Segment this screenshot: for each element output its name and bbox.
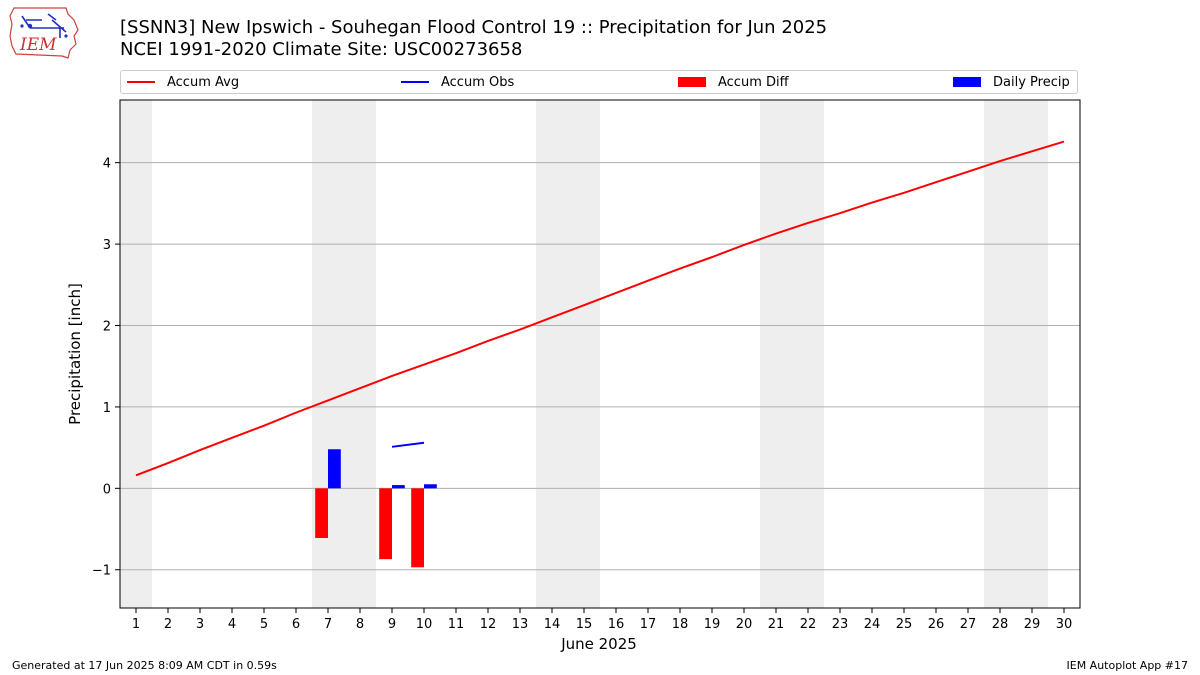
legend-label-daily-precip: Daily Precip [993,74,1070,90]
chart-subtitle: NCEI 1991-2020 Climate Site: USC00273658 [120,39,523,60]
x-tick-label: 16 [608,617,625,632]
bars [315,449,437,568]
generated-timestamp: Generated at 17 Jun 2025 8:09 AM CDT in … [12,659,277,672]
x-tick-label: 7 [324,617,332,632]
legend-swatch-accum-diff [678,77,706,87]
x-tick-label: 25 [896,617,913,632]
daily-precip-bar [328,449,341,489]
legend-item-accum-obs: Accum Obs [401,71,514,93]
legend-item-accum-diff: Accum Diff [678,71,789,93]
logo-text: IEM [19,35,57,55]
x-tick-label: 22 [800,617,817,632]
y-tick-label: −1 [92,564,111,579]
legend-label-accum-obs: Accum Obs [441,74,515,90]
weekend-band [120,100,152,608]
x-tick-label: 14 [544,617,561,632]
daily-precip-bar [392,485,405,489]
x-tick-label: 27 [960,617,977,632]
y-tick-label: 2 [103,320,111,335]
weekend-band [984,100,1048,608]
accum-diff-bar [379,488,392,560]
weekend-shading [120,100,1048,608]
x-tick-label: 23 [832,617,849,632]
app-credit: IEM Autoplot App #17 [1066,659,1189,672]
x-tick-label: 4 [228,617,236,632]
daily-precip-bar [424,484,437,489]
legend-item-accum-avg: Accum Avg [127,71,239,93]
accum-avg-line [135,140,1065,477]
y-tick-label: 3 [103,238,111,253]
grid-lines [120,162,1080,571]
y-tick-label: 4 [103,157,111,172]
weekend-band [760,100,824,608]
x-tick-label: 2 [164,617,172,632]
x-tick-label: 30 [1056,617,1073,632]
x-tick-label: 28 [992,617,1009,632]
x-tick-label: 6 [292,617,300,632]
accum-obs-line [391,441,425,448]
x-tick-label: 5 [260,617,268,632]
x-tick-label: 1 [132,617,140,632]
chart-legend: Accum Avg Accum Obs Accum Diff Daily Pre… [120,70,1078,94]
x-tick-label: 21 [768,617,785,632]
legend-label-accum-avg: Accum Avg [167,74,240,90]
y-tick-label: 1 [103,401,111,416]
accum-diff-bar [315,488,328,538]
legend-swatch-accum-obs [401,81,429,83]
x-tick-label: 20 [736,617,753,632]
x-tick-label: 10 [416,617,433,632]
x-tick-label: 24 [864,617,881,632]
lines [135,140,1065,477]
x-tick-label: 29 [1024,617,1041,632]
x-tick-label: 26 [928,617,945,632]
x-tick-label: 17 [640,617,657,632]
legend-label-accum-diff: Accum Diff [718,74,789,90]
x-tick-label: 15 [576,617,593,632]
x-tick-label: 8 [356,617,364,632]
x-tick-label: 19 [704,617,721,632]
legend-item-daily-precip: Daily Precip [953,71,1070,93]
x-tick-label: 3 [196,617,204,632]
iem-logo: IEM [9,7,79,59]
y-axis-label: Precipitation [inch] [66,283,84,425]
x-tick-label: 11 [448,617,465,632]
legend-swatch-accum-avg [127,81,155,83]
x-tick-label: 18 [672,617,689,632]
accum-diff-bar [411,488,424,568]
x-axis-label: June 2025 [560,635,637,653]
weekend-band [536,100,600,608]
plot-frame [119,99,1081,609]
x-tick-label: 9 [388,617,396,632]
x-tick-label: 12 [480,617,497,632]
y-tick-label: 0 [103,482,111,497]
legend-swatch-daily-precip [953,77,981,87]
chart-title: [SSNN3] New Ipswich - Souhegan Flood Con… [120,17,828,38]
x-tick-label: 13 [512,617,529,632]
